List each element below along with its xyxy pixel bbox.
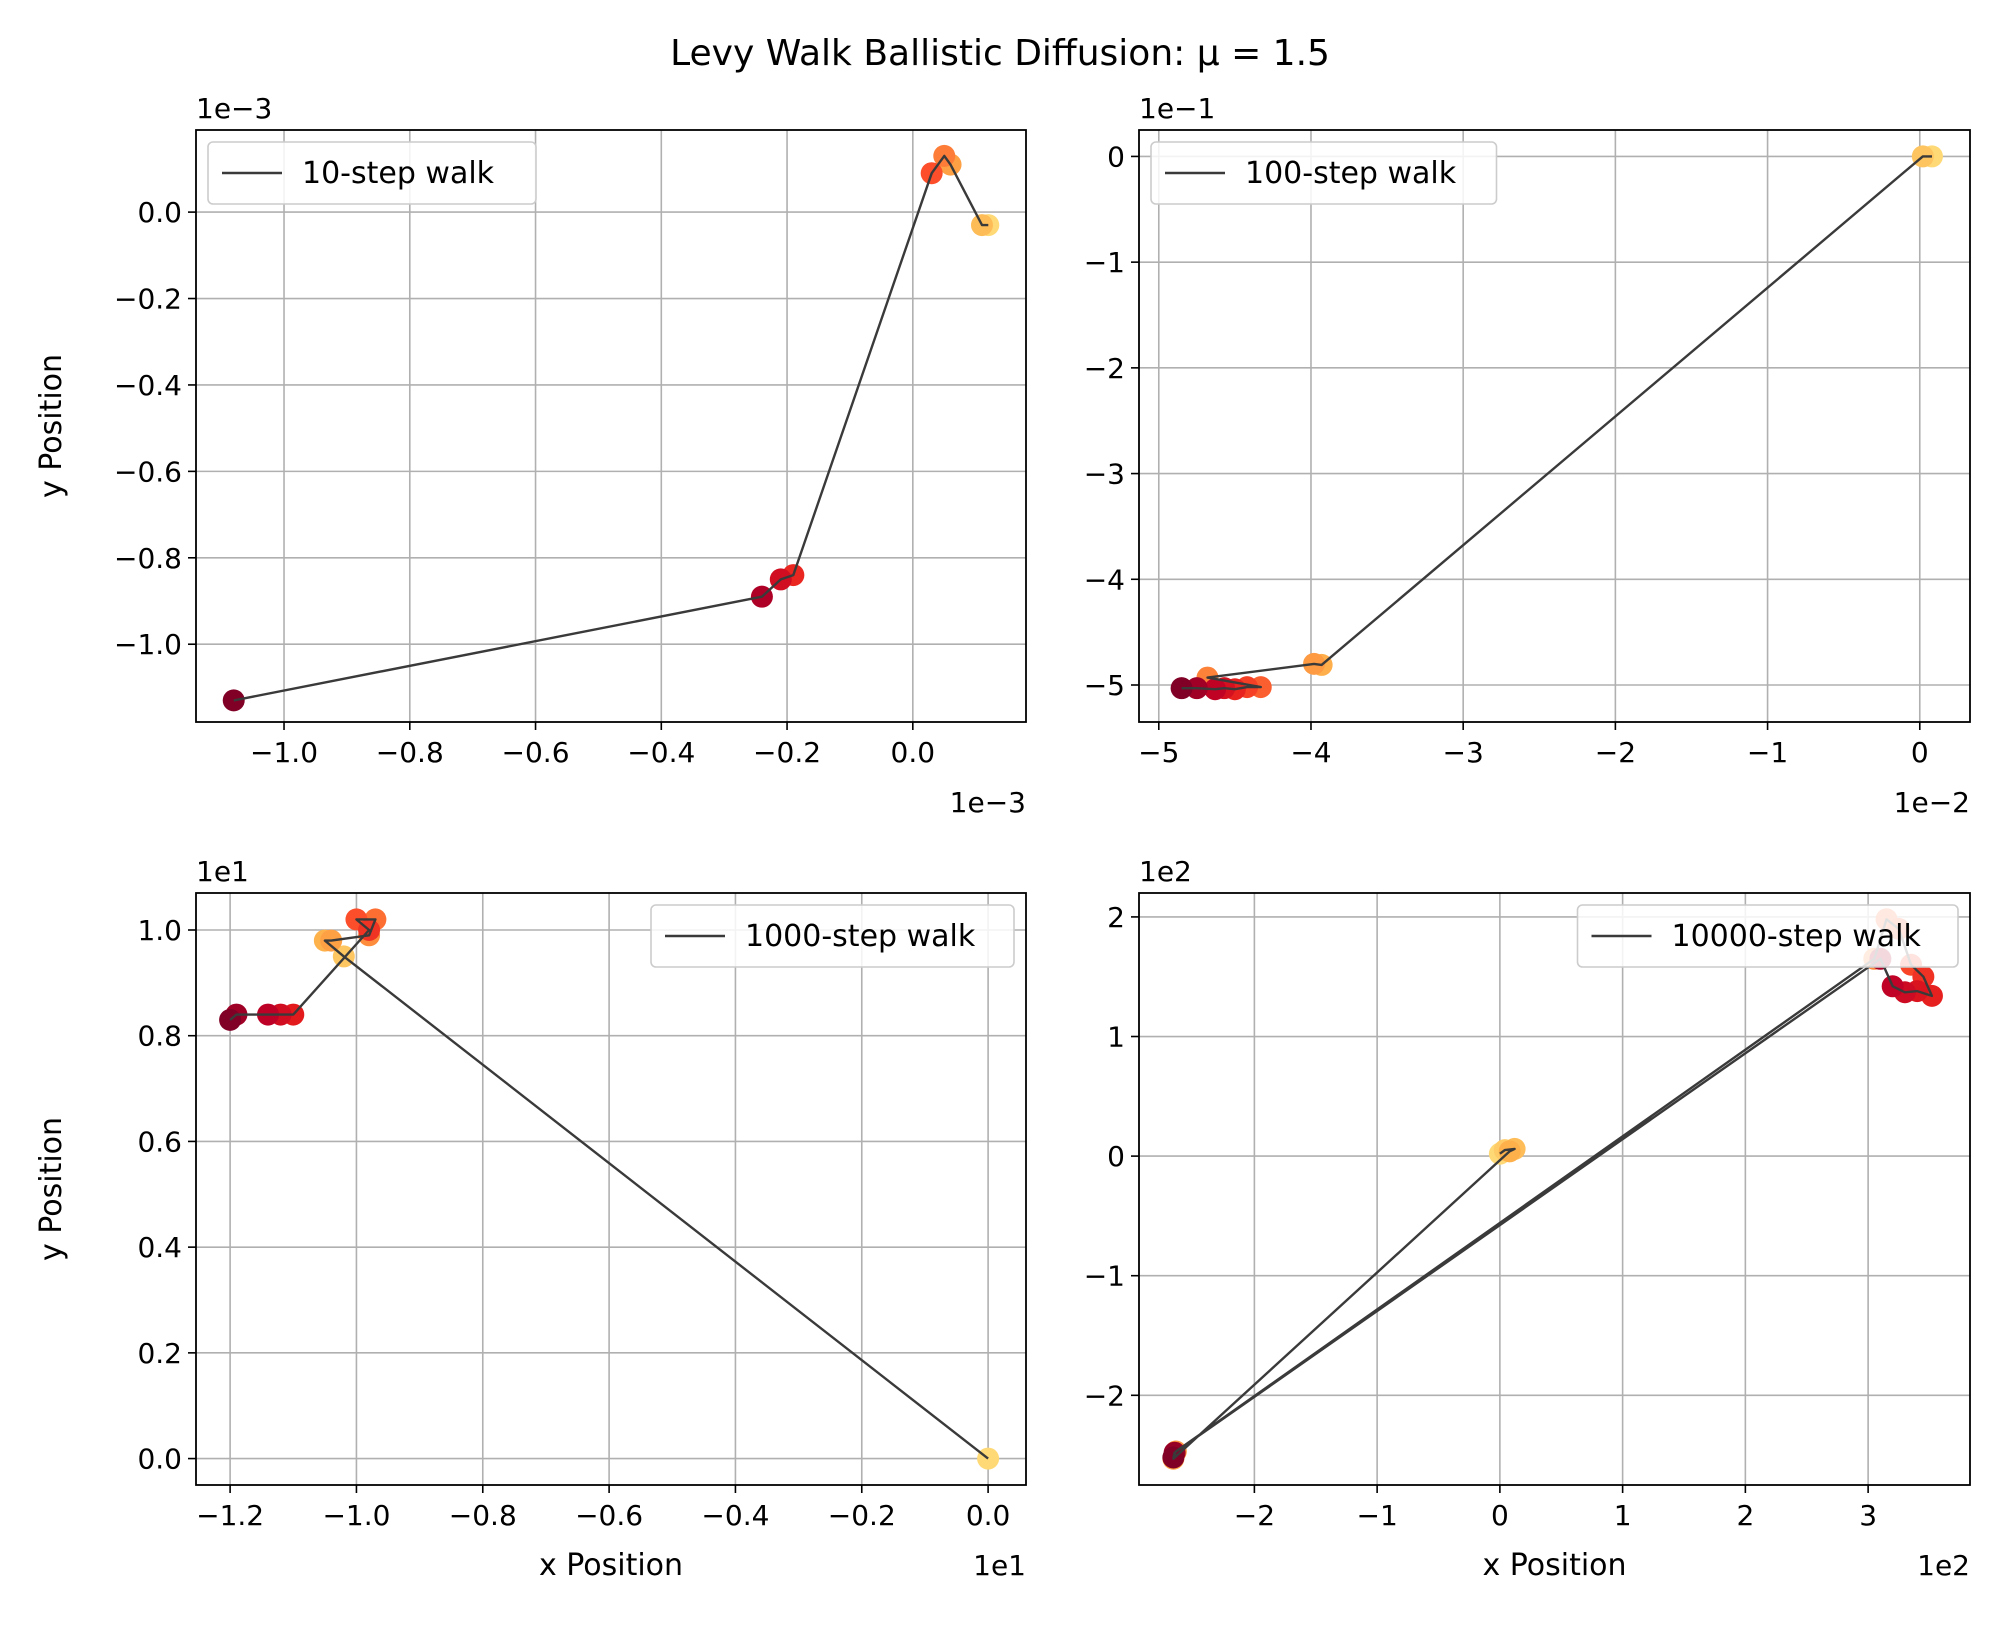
y-tick-label: −0.8	[114, 542, 182, 575]
y-offset-text: 1e2	[1139, 855, 1192, 888]
x-offset-text: 1e−2	[1894, 786, 1970, 819]
legend-label: 10-step walk	[302, 156, 495, 191]
y-tick-label: 1.0	[137, 914, 182, 947]
x-tick-label: 0.0	[891, 736, 936, 769]
y-tick-label: −0.6	[114, 455, 182, 488]
x-tick-label: −2	[1234, 1499, 1275, 1532]
y-tick-label: 1	[1107, 1021, 1125, 1054]
x-tick-label: −0.8	[376, 736, 444, 769]
x-axis-label: x Position	[539, 1548, 683, 1583]
legend-label: 100-step walk	[1245, 156, 1457, 191]
x-tick-label: 2	[1736, 1499, 1754, 1532]
legend-box	[650, 904, 1015, 968]
y-offset-text: 1e−1	[1139, 92, 1215, 125]
y-axis-label: y Position	[34, 1117, 69, 1261]
y-tick-label: −5	[1084, 669, 1125, 702]
subplot-4: −2 −1 0 1 2 3 −2 −1 0 1 2 1e2 1e2 x Position 10000-ste…	[1084, 855, 1971, 1583]
x-offset-text: 1e−3	[950, 786, 1026, 819]
x-tick-label: −2	[1595, 736, 1636, 769]
legend-box	[207, 141, 537, 205]
y-tick-label: 0.2	[137, 1337, 182, 1370]
x-tick-label: −0.6	[502, 736, 570, 769]
x-tick-label: 0.0	[966, 1499, 1011, 1532]
x-tick-label: −1.0	[322, 1499, 390, 1532]
x-tick-label: −5	[1138, 736, 1179, 769]
plot-area	[222, 144, 1000, 712]
x-tick-label: −1.2	[196, 1499, 264, 1532]
y-tick-label: −4	[1084, 563, 1125, 596]
x-tick-label: −0.4	[701, 1499, 769, 1532]
axes-frame	[195, 892, 1027, 1486]
walk-line	[229, 918, 989, 1460]
y-tick-label: −1.0	[114, 628, 182, 661]
y-tick-label: 0	[1107, 1140, 1125, 1173]
y-tick-label: −1	[1084, 246, 1125, 279]
axes-frame	[195, 129, 1027, 723]
y-tick-label: −2	[1084, 1379, 1125, 1412]
x-tick-label: −4	[1290, 736, 1331, 769]
y-tick-label: −2	[1084, 352, 1125, 385]
subplot-2: −5 −4 −3 −2 −1 0 0 −1 −2 −3 −4 −5 1e−1 1e−2 100-step w…	[1084, 92, 1971, 819]
legend-label: 10000-step walk	[1672, 919, 1922, 954]
y-tick-label: 0.4	[137, 1231, 182, 1264]
x-tick-label: 0	[1911, 736, 1929, 769]
legend-box	[1150, 141, 1498, 205]
x-tick-label: 3	[1859, 1499, 1877, 1532]
y-tick-label: −0.4	[114, 369, 182, 402]
axes-frame	[1138, 129, 1971, 723]
y-offset-text: 1e−3	[196, 92, 272, 125]
plot-area	[219, 908, 1000, 1470]
x-tick-label: −0.4	[627, 736, 695, 769]
y-tick-label: 2	[1107, 901, 1125, 934]
legend-label: 1000-step walk	[745, 919, 976, 954]
y-tick-label: −0.2	[114, 283, 182, 316]
x-tick-label: −3	[1443, 736, 1484, 769]
x-tick-label: −0.8	[449, 1499, 517, 1532]
x-offset-text: 1e2	[1917, 1549, 1970, 1582]
y-axis-label: y Position	[34, 354, 69, 498]
x-tick-label: −1	[1356, 1499, 1397, 1532]
walk-line	[233, 154, 989, 702]
x-tick-label: −1.0	[250, 736, 318, 769]
x-tick-label: −0.2	[828, 1499, 896, 1532]
x-tick-label: 1	[1614, 1499, 1632, 1532]
x-tick-label: −0.2	[753, 736, 821, 769]
y-tick-label: 0.0	[137, 196, 182, 229]
subplot-3: −1.2 −1.0 −0.8 −0.6 −0.4 −0.2 0.0 0.0 0.2 0.4 0.6 0…	[34, 855, 1027, 1583]
walk-line	[1181, 155, 1932, 691]
legend-box	[1576, 904, 1959, 968]
y-tick-label: 0.0	[137, 1443, 182, 1476]
x-axis-label: x Position	[1482, 1548, 1626, 1583]
subplot-1: −1.0 −0.8 −0.6 −0.4 −0.2 0.0 0.0 −0.2 −0.4 −0.6 −0…	[34, 92, 1027, 819]
figure-title: Levy Walk Ballistic Diffusion: μ = 1.5	[670, 33, 1330, 74]
y-tick-label: 0.6	[137, 1125, 182, 1158]
x-offset-text: 1e1	[973, 1549, 1026, 1582]
y-tick-label: 0	[1107, 140, 1125, 173]
y-tick-label: −1	[1084, 1260, 1125, 1293]
y-tick-label: −3	[1084, 458, 1125, 491]
axes-frame	[1138, 892, 1971, 1486]
x-tick-label: −1	[1747, 736, 1788, 769]
y-offset-text: 1e1	[196, 855, 249, 888]
y-tick-label: 0.8	[137, 1020, 182, 1053]
plot-area	[1170, 145, 1943, 701]
x-tick-label: −0.6	[575, 1499, 643, 1532]
x-tick-label: 0	[1491, 1499, 1509, 1532]
